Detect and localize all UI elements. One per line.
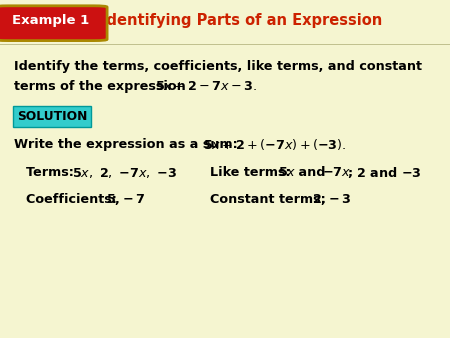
Text: $\mathbf{5}x + \mathbf{2} + (\mathbf{-7}x) + (\mathbf{-3}).$: $\mathbf{5}x + \mathbf{2} + (\mathbf{-7}… [203, 137, 346, 152]
Text: Write the expression as a sum:: Write the expression as a sum: [14, 138, 242, 151]
Text: Coefficients:: Coefficients: [26, 193, 122, 206]
Text: and: and [294, 166, 330, 179]
Text: Example 1: Example 1 [12, 15, 90, 27]
Text: Terms:: Terms: [26, 166, 78, 179]
Text: Identify the terms, coefficients, like terms, and constant: Identify the terms, coefficients, like t… [14, 60, 422, 73]
Text: Like terms:: Like terms: [210, 166, 295, 179]
Text: $\mathbf{2,\!-3}$: $\mathbf{2,\!-3}$ [312, 192, 351, 207]
Text: $\mathbf{-7}x$: $\mathbf{-7}x$ [322, 166, 351, 179]
FancyBboxPatch shape [0, 6, 107, 41]
Text: terms of the expression: terms of the expression [14, 80, 190, 93]
Text: ; 2 and $\mathbf{-3}$: ; 2 and $\mathbf{-3}$ [347, 165, 422, 180]
Text: $\mathbf{5}x,\ \mathbf{2},\ \mathbf{-7}x,\ \mathbf{-3}$: $\mathbf{5}x,\ \mathbf{2},\ \mathbf{-7}x… [72, 166, 177, 179]
FancyBboxPatch shape [13, 105, 91, 127]
Text: $\mathbf{5}x$: $\mathbf{5}x$ [278, 166, 297, 179]
Text: Constant terms:: Constant terms: [210, 193, 330, 206]
Text: $\mathbf{5,\!-7}$: $\mathbf{5,\!-7}$ [106, 192, 146, 207]
Text: $\mathbf{5}x + \mathbf{2} - \mathbf{7}x - \mathbf{3}.$: $\mathbf{5}x + \mathbf{2} - \mathbf{7}x … [155, 80, 257, 93]
Text: SOLUTION: SOLUTION [17, 110, 87, 123]
Text: Identifying Parts of an Expression: Identifying Parts of an Expression [101, 14, 382, 28]
